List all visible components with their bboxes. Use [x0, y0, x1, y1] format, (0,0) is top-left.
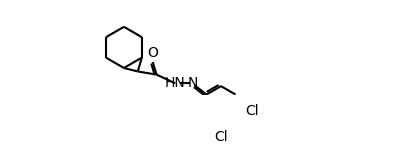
Text: Cl: Cl: [246, 104, 259, 118]
Text: O: O: [147, 46, 158, 60]
Text: N: N: [188, 76, 198, 90]
Text: Cl: Cl: [214, 130, 228, 144]
Text: HN: HN: [165, 76, 186, 90]
